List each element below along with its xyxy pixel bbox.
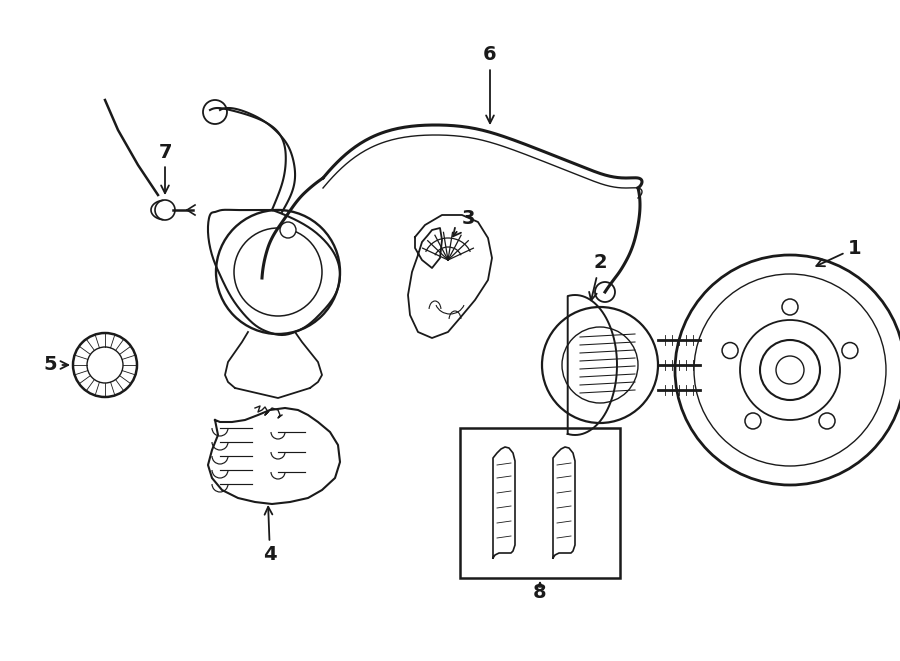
Text: 1: 1 bbox=[816, 239, 862, 266]
Circle shape bbox=[254, 272, 270, 288]
Circle shape bbox=[842, 342, 858, 358]
Text: 4: 4 bbox=[263, 507, 277, 564]
Circle shape bbox=[760, 340, 820, 400]
Circle shape bbox=[216, 210, 340, 334]
Circle shape bbox=[87, 347, 123, 383]
Text: 3: 3 bbox=[453, 208, 475, 236]
Circle shape bbox=[675, 255, 900, 485]
Circle shape bbox=[203, 100, 227, 124]
Text: 8: 8 bbox=[533, 584, 547, 602]
Text: 5: 5 bbox=[43, 356, 68, 375]
Text: 7: 7 bbox=[158, 143, 172, 193]
Circle shape bbox=[73, 333, 137, 397]
Circle shape bbox=[542, 307, 658, 423]
Circle shape bbox=[595, 282, 615, 302]
Circle shape bbox=[819, 413, 835, 429]
Circle shape bbox=[782, 299, 798, 315]
Circle shape bbox=[155, 200, 175, 220]
Circle shape bbox=[776, 356, 804, 384]
Circle shape bbox=[745, 413, 761, 429]
Circle shape bbox=[694, 274, 886, 466]
Circle shape bbox=[280, 222, 296, 238]
Circle shape bbox=[234, 228, 322, 316]
Bar bbox=[460, 428, 620, 578]
Text: 6: 6 bbox=[483, 46, 497, 123]
Circle shape bbox=[740, 320, 840, 420]
Text: 2: 2 bbox=[590, 254, 607, 300]
Circle shape bbox=[722, 342, 738, 358]
Circle shape bbox=[562, 327, 638, 403]
